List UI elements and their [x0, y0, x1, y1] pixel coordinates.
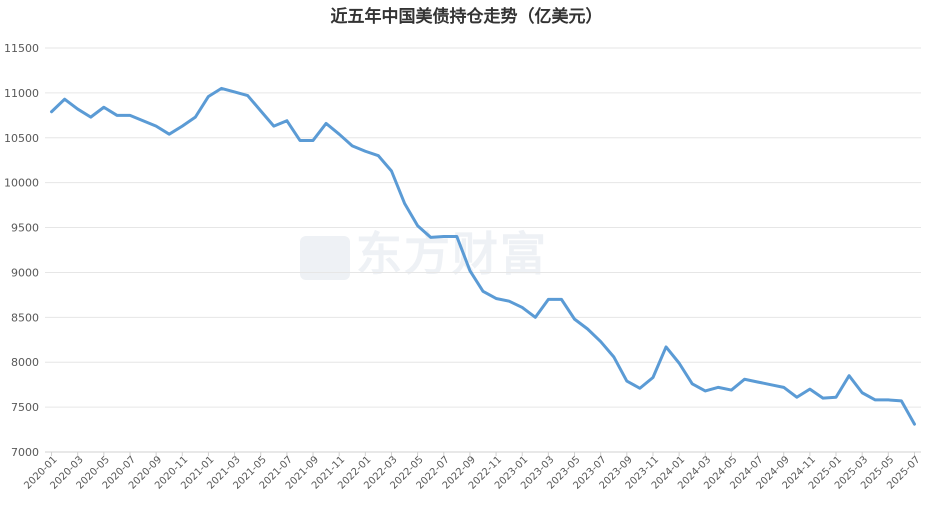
data-point — [848, 374, 851, 377]
y-tick-label: 11500 — [4, 42, 39, 55]
data-point — [861, 391, 864, 394]
data-point — [599, 340, 602, 343]
data-point — [233, 90, 236, 93]
data-point — [808, 388, 811, 391]
y-tick-label: 11000 — [4, 87, 39, 100]
data-point — [665, 345, 668, 348]
gridlines — [45, 47, 921, 453]
data-point — [128, 114, 131, 117]
data-point — [338, 133, 341, 136]
data-point — [638, 387, 641, 390]
data-point — [325, 122, 328, 125]
data-point — [495, 297, 498, 300]
data-point — [521, 306, 524, 309]
data-point — [455, 235, 458, 238]
data-point — [168, 133, 171, 136]
data-point — [63, 98, 66, 101]
chart-title: 近五年中国美债持仓走势（亿美元） — [330, 7, 603, 27]
data-point — [704, 389, 707, 392]
data-point — [887, 398, 890, 401]
x-axis-ticks: 2020-012020-032020-052020-072020-092020-… — [22, 452, 923, 492]
data-point — [76, 108, 79, 111]
data-point — [155, 125, 158, 128]
data-point — [756, 380, 759, 383]
data-point — [429, 236, 432, 239]
y-tick-label: 7000 — [11, 446, 39, 459]
data-point — [285, 119, 288, 122]
y-tick-label: 10000 — [4, 177, 39, 190]
y-tick-label: 8500 — [11, 311, 39, 324]
data-point — [743, 378, 746, 381]
y-tick-label: 7500 — [11, 401, 39, 414]
data-point — [220, 87, 223, 90]
data-point — [717, 386, 720, 389]
y-tick-label: 8000 — [11, 356, 39, 369]
data-point — [782, 386, 785, 389]
data-point — [560, 298, 563, 301]
data-point — [795, 396, 798, 399]
data-point — [508, 300, 511, 303]
data-point — [835, 396, 838, 399]
data-point — [573, 318, 576, 321]
data-point — [874, 398, 877, 401]
y-tick-label: 9000 — [11, 266, 39, 279]
data-point — [89, 116, 92, 119]
data-point — [442, 235, 445, 238]
series-layer — [50, 86, 916, 426]
data-point — [194, 116, 197, 119]
data-point — [181, 125, 184, 128]
y-tick-label: 9500 — [11, 222, 39, 235]
data-point — [115, 114, 118, 117]
data-point — [821, 397, 824, 400]
data-point — [102, 106, 105, 109]
y-tick-label: 10500 — [4, 132, 39, 145]
data-point — [142, 119, 145, 122]
data-point — [272, 125, 275, 128]
data-point — [50, 110, 53, 113]
y-axis-ticks: 7000 7500 8000 8500 9000 9500 10000 10500 11000 1… — [4, 42, 39, 459]
data-point — [586, 328, 589, 331]
data-point — [390, 169, 393, 172]
data-point — [651, 376, 654, 379]
data-point — [730, 389, 733, 392]
data-point — [534, 316, 537, 319]
data-point — [678, 362, 681, 365]
data-point — [246, 94, 249, 97]
data-point — [364, 150, 367, 153]
data-point — [259, 109, 262, 112]
data-point — [416, 224, 419, 227]
series-line-0 — [50, 86, 916, 426]
data-point — [207, 95, 210, 98]
data-point — [482, 290, 485, 293]
data-point — [298, 139, 301, 142]
data-point — [403, 202, 406, 205]
data-point — [468, 269, 471, 272]
data-point — [769, 383, 772, 386]
data-point — [312, 139, 315, 142]
data-point — [691, 382, 694, 385]
data-point — [547, 298, 550, 301]
data-point — [913, 423, 916, 426]
data-point — [625, 380, 628, 383]
data-point — [900, 399, 903, 402]
data-point — [612, 355, 615, 358]
data-point — [377, 154, 380, 157]
data-point — [351, 144, 354, 147]
